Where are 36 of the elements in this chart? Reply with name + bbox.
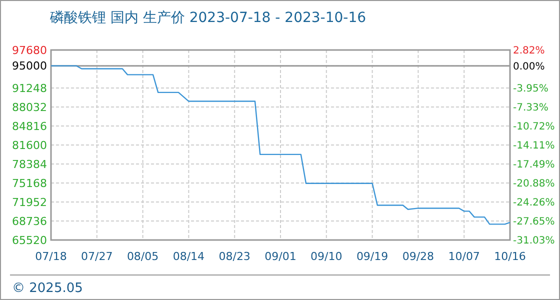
x-tick-label: 09/01 <box>264 250 296 263</box>
y-tick-label: 71952 <box>12 196 47 209</box>
y-tick-label: 78384 <box>12 158 47 171</box>
y2-tick-label: -24.26% <box>513 198 555 208</box>
x-tick-label: 08/05 <box>126 250 159 263</box>
y-tick-label: 88032 <box>12 100 47 114</box>
y2-tick-label: -20.88% <box>513 178 555 190</box>
y-tick-label: 68736 <box>12 214 47 228</box>
chart-title: 磷酸铁锂 国内 生产价 2023-07-18 - 2023-10-16 <box>49 10 366 26</box>
y-tick-label: 81600 <box>12 138 47 152</box>
y2-tick-label: 2.82% <box>513 46 545 56</box>
y2-tick-label: -31.03% <box>513 236 555 246</box>
x-tick-label: 07/27 <box>81 250 113 263</box>
x-tick-label: 09/28 <box>402 250 434 263</box>
y2-tick-label: 0.00% <box>513 61 545 72</box>
y2-tick-label: -27.65% <box>513 216 555 228</box>
x-tick-label: 09/10 <box>310 250 342 263</box>
text: © 2025.05 <box>12 281 83 296</box>
y-tick-label: 84816 <box>12 120 47 133</box>
x-tick-label: 10/07 <box>448 250 480 263</box>
y2-tick-label: -10.72% <box>513 122 555 132</box>
y-tick-label: 97680 <box>12 44 47 57</box>
line-series <box>50 65 511 225</box>
y2-tick-label: -7.33% <box>513 102 548 114</box>
x-tick-label: 10/16 <box>494 250 526 263</box>
y2-tick-label: -14.11% <box>513 140 555 152</box>
x-tick-label: 07/18 <box>35 250 67 263</box>
x-tick-label: 08/23 <box>218 250 250 263</box>
y2-tick-label: -3.95% <box>513 84 548 94</box>
x-tick-label: 08/14 <box>172 250 205 263</box>
x-tick-label: 09/19 <box>356 250 388 263</box>
y-tick-label: 95000 <box>12 60 47 73</box>
y-tick-label: 91248 <box>12 82 47 95</box>
y2-tick-label: -17.49% <box>513 160 555 170</box>
y-tick-label: 75168 <box>12 176 47 190</box>
y-tick-label: 65520 <box>12 234 47 247</box>
